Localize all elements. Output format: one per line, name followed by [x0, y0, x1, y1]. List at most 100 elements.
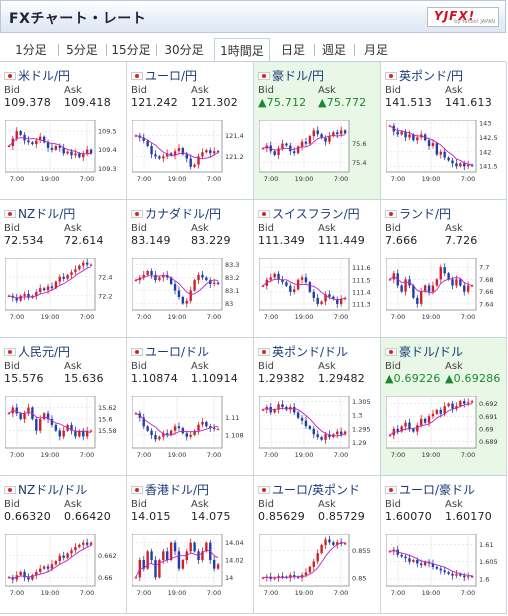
pair-label: NZドル/円 [18, 207, 76, 221]
candle-body [35, 140, 38, 145]
rate-cell[interactable]: 米ドル/円 Bid Ask 109.378 109.418 109.5 109.4 109.3… [0, 62, 127, 200]
logo-text: YJFX! [434, 9, 476, 23]
candle-body [23, 293, 26, 296]
tab-7[interactable]: 週足 [321, 43, 346, 57]
pair-name[interactable]: スイスフラン/円 [258, 205, 360, 222]
tab-8[interactable]: 月足 [363, 43, 388, 57]
moving-average-line [135, 275, 219, 295]
tab-1[interactable]: 1分足 [15, 43, 47, 57]
pair-name[interactable]: NZドル/円 [4, 205, 75, 222]
bid-label: Bid [131, 85, 147, 96]
pair-name[interactable]: 豪ドル/ドル [385, 343, 463, 360]
flag-icon [385, 486, 397, 494]
tab-4[interactable]: 30分足 [164, 43, 204, 57]
candle-body [181, 297, 185, 304]
tab-5[interactable]: 1時間足 [214, 38, 270, 62]
candle-body [304, 277, 308, 283]
candle-body [420, 291, 423, 304]
y-tick-label: 0.689 [479, 438, 498, 446]
rate-cell[interactable]: 豪ドル/ドル Bid Ask ▲0.69226 ▲0.69286 0.692 0.691 0.… [381, 338, 507, 476]
candle-body [62, 430, 65, 437]
pair-label: 豪ドル/円 [272, 69, 325, 83]
y-tick-label: 142 [479, 148, 491, 156]
candle-body [142, 137, 145, 141]
candle-body [209, 150, 212, 154]
tab-2[interactable]: 5分足 [66, 43, 98, 57]
candle-body [308, 426, 312, 429]
rate-cell[interactable]: 香港ドル/円 Bid Ask 14.015 14.075 14.04 14.02 14 7:00… [127, 476, 254, 614]
candle-body [39, 419, 42, 431]
ask-value: 83.229 [191, 234, 231, 247]
ask-value: 111.449 [318, 234, 365, 247]
tab-divider [0, 61, 506, 62]
candle-body [439, 267, 442, 280]
candle-body [50, 286, 54, 289]
candle-body [320, 301, 323, 304]
candle-body [42, 566, 46, 569]
pair-name[interactable]: ユーロ/ドル [131, 343, 209, 360]
candle-body [193, 542, 196, 552]
rate-cell[interactable]: スイスフラン/円 Bid Ask 111.349 111.449 111.6 111.5 11… [254, 200, 381, 338]
rate-cell[interactable]: NZドル/ドル Bid Ask 0.66320 0.66420 0.662 0.66 7:00… [0, 476, 127, 614]
candle-body [146, 271, 149, 275]
x-tick-label: 7:00 [10, 589, 25, 597]
pair-name[interactable]: ユーロ/英ポンド [258, 481, 360, 498]
price-chart: 7.77.687.667.647:00 19:00 7:00 [386, 258, 493, 321]
ask-value: 72.614 [64, 234, 104, 247]
rate-cell[interactable]: 人民元/円 Bid Ask 15.576 15.636 15.62 15.6 15.58 7:0… [0, 338, 127, 476]
rate-cell[interactable]: ユーロ/英ポンド Bid Ask 0.85629 0.85729 0.855 0.85 7:0… [254, 476, 381, 614]
candle-body [281, 576, 284, 578]
candle-body [82, 542, 85, 545]
yjfx-logo[interactable]: YJFX! by Yahoo! JAPAN [427, 7, 499, 27]
y-tick-label: 1.305 [352, 398, 371, 406]
tab-6[interactable]: 日足 [280, 43, 305, 57]
candle-body [470, 164, 474, 166]
rate-cell[interactable]: ランド/円 Bid Ask 7.666 7.726 7.7 7.68 7.66 7.64 7:00… [381, 200, 507, 338]
candle-body [289, 285, 292, 292]
pair-name[interactable]: ランド/円 [385, 205, 451, 222]
pair-name[interactable]: 香港ドル/円 [131, 481, 209, 498]
rate-cell[interactable]: 英ポンド/ドル Bid Ask 1.29382 1.29482 1.305 1.3 1.295… [254, 338, 381, 476]
rate-cell[interactable]: ユーロ/ドル Bid Ask 1.10874 1.10914 1.11 1.108 7:00 1… [127, 338, 254, 476]
rate-cell[interactable]: NZドル/円 Bid Ask 72.534 72.614 72.4 72.2 7:00 19:0… [0, 200, 127, 338]
rate-cell[interactable]: ユーロ/円 Bid Ask 121.242 121.302 121.4 121.2 7:00 1… [127, 62, 254, 200]
pair-name[interactable]: NZドル/ドル [4, 481, 87, 498]
candle-body [66, 275, 69, 279]
candle-body [197, 424, 200, 431]
x-tick-label: 7:00 [264, 451, 279, 459]
rate-cell[interactable]: 英ポンド/円 Bid Ask 141.513 141.613 143 142.5 142 141… [381, 62, 507, 200]
tab-3[interactable]: 15分足 [111, 43, 151, 57]
pair-name[interactable]: 米ドル/円 [4, 67, 70, 84]
candle-body [261, 148, 265, 150]
price-chart: 121.4 121.2 7:00 19:00 7:00 [132, 120, 244, 183]
candle-body [89, 430, 93, 432]
candle-body [42, 288, 46, 291]
pair-name[interactable]: 人民元/円 [4, 343, 70, 360]
pair-name[interactable]: 豪ドル/円 [258, 67, 324, 84]
candle-body [62, 555, 65, 558]
flag-icon [4, 486, 16, 494]
rate-cell[interactable]: 豪ドル/円 Bid Ask ▲75.712 ▲75.772 75.6 75.4 7:00 19:… [254, 62, 381, 200]
candle-body [78, 430, 81, 437]
pair-label: 豪ドル/ドル [399, 345, 464, 359]
moving-average-line [389, 125, 473, 166]
x-tick-label: 7:00 [461, 451, 476, 459]
bid-value: 0.66320 [4, 510, 51, 523]
candle-body [58, 430, 61, 437]
x-tick-label: 19:00 [41, 589, 60, 597]
rate-cell[interactable]: カナダドル/円 Bid Ask 83.149 83.229 83.3 83.2 83.1 83 7… [127, 200, 254, 338]
pair-name[interactable]: 英ポンド/ドル [258, 343, 348, 360]
candle-body [177, 290, 181, 297]
candle-body [46, 566, 50, 569]
candle-body [431, 143, 435, 146]
candle-body [177, 148, 181, 152]
candle-body [85, 262, 89, 265]
pair-name[interactable]: ユーロ/円 [131, 67, 197, 84]
y-tick-label: 121.2 [225, 153, 244, 161]
rate-cell[interactable]: ユーロ/豪ドル Bid Ask 1.60070 1.60170 1.61 1.605 1.6 7… [381, 476, 507, 614]
candle-body [27, 140, 30, 143]
pair-name[interactable]: カナダドル/円 [131, 205, 221, 222]
pair-name[interactable]: ユーロ/豪ドル [385, 481, 475, 498]
pair-name[interactable]: 英ポンド/円 [385, 67, 463, 84]
ask-label: Ask [318, 499, 336, 510]
